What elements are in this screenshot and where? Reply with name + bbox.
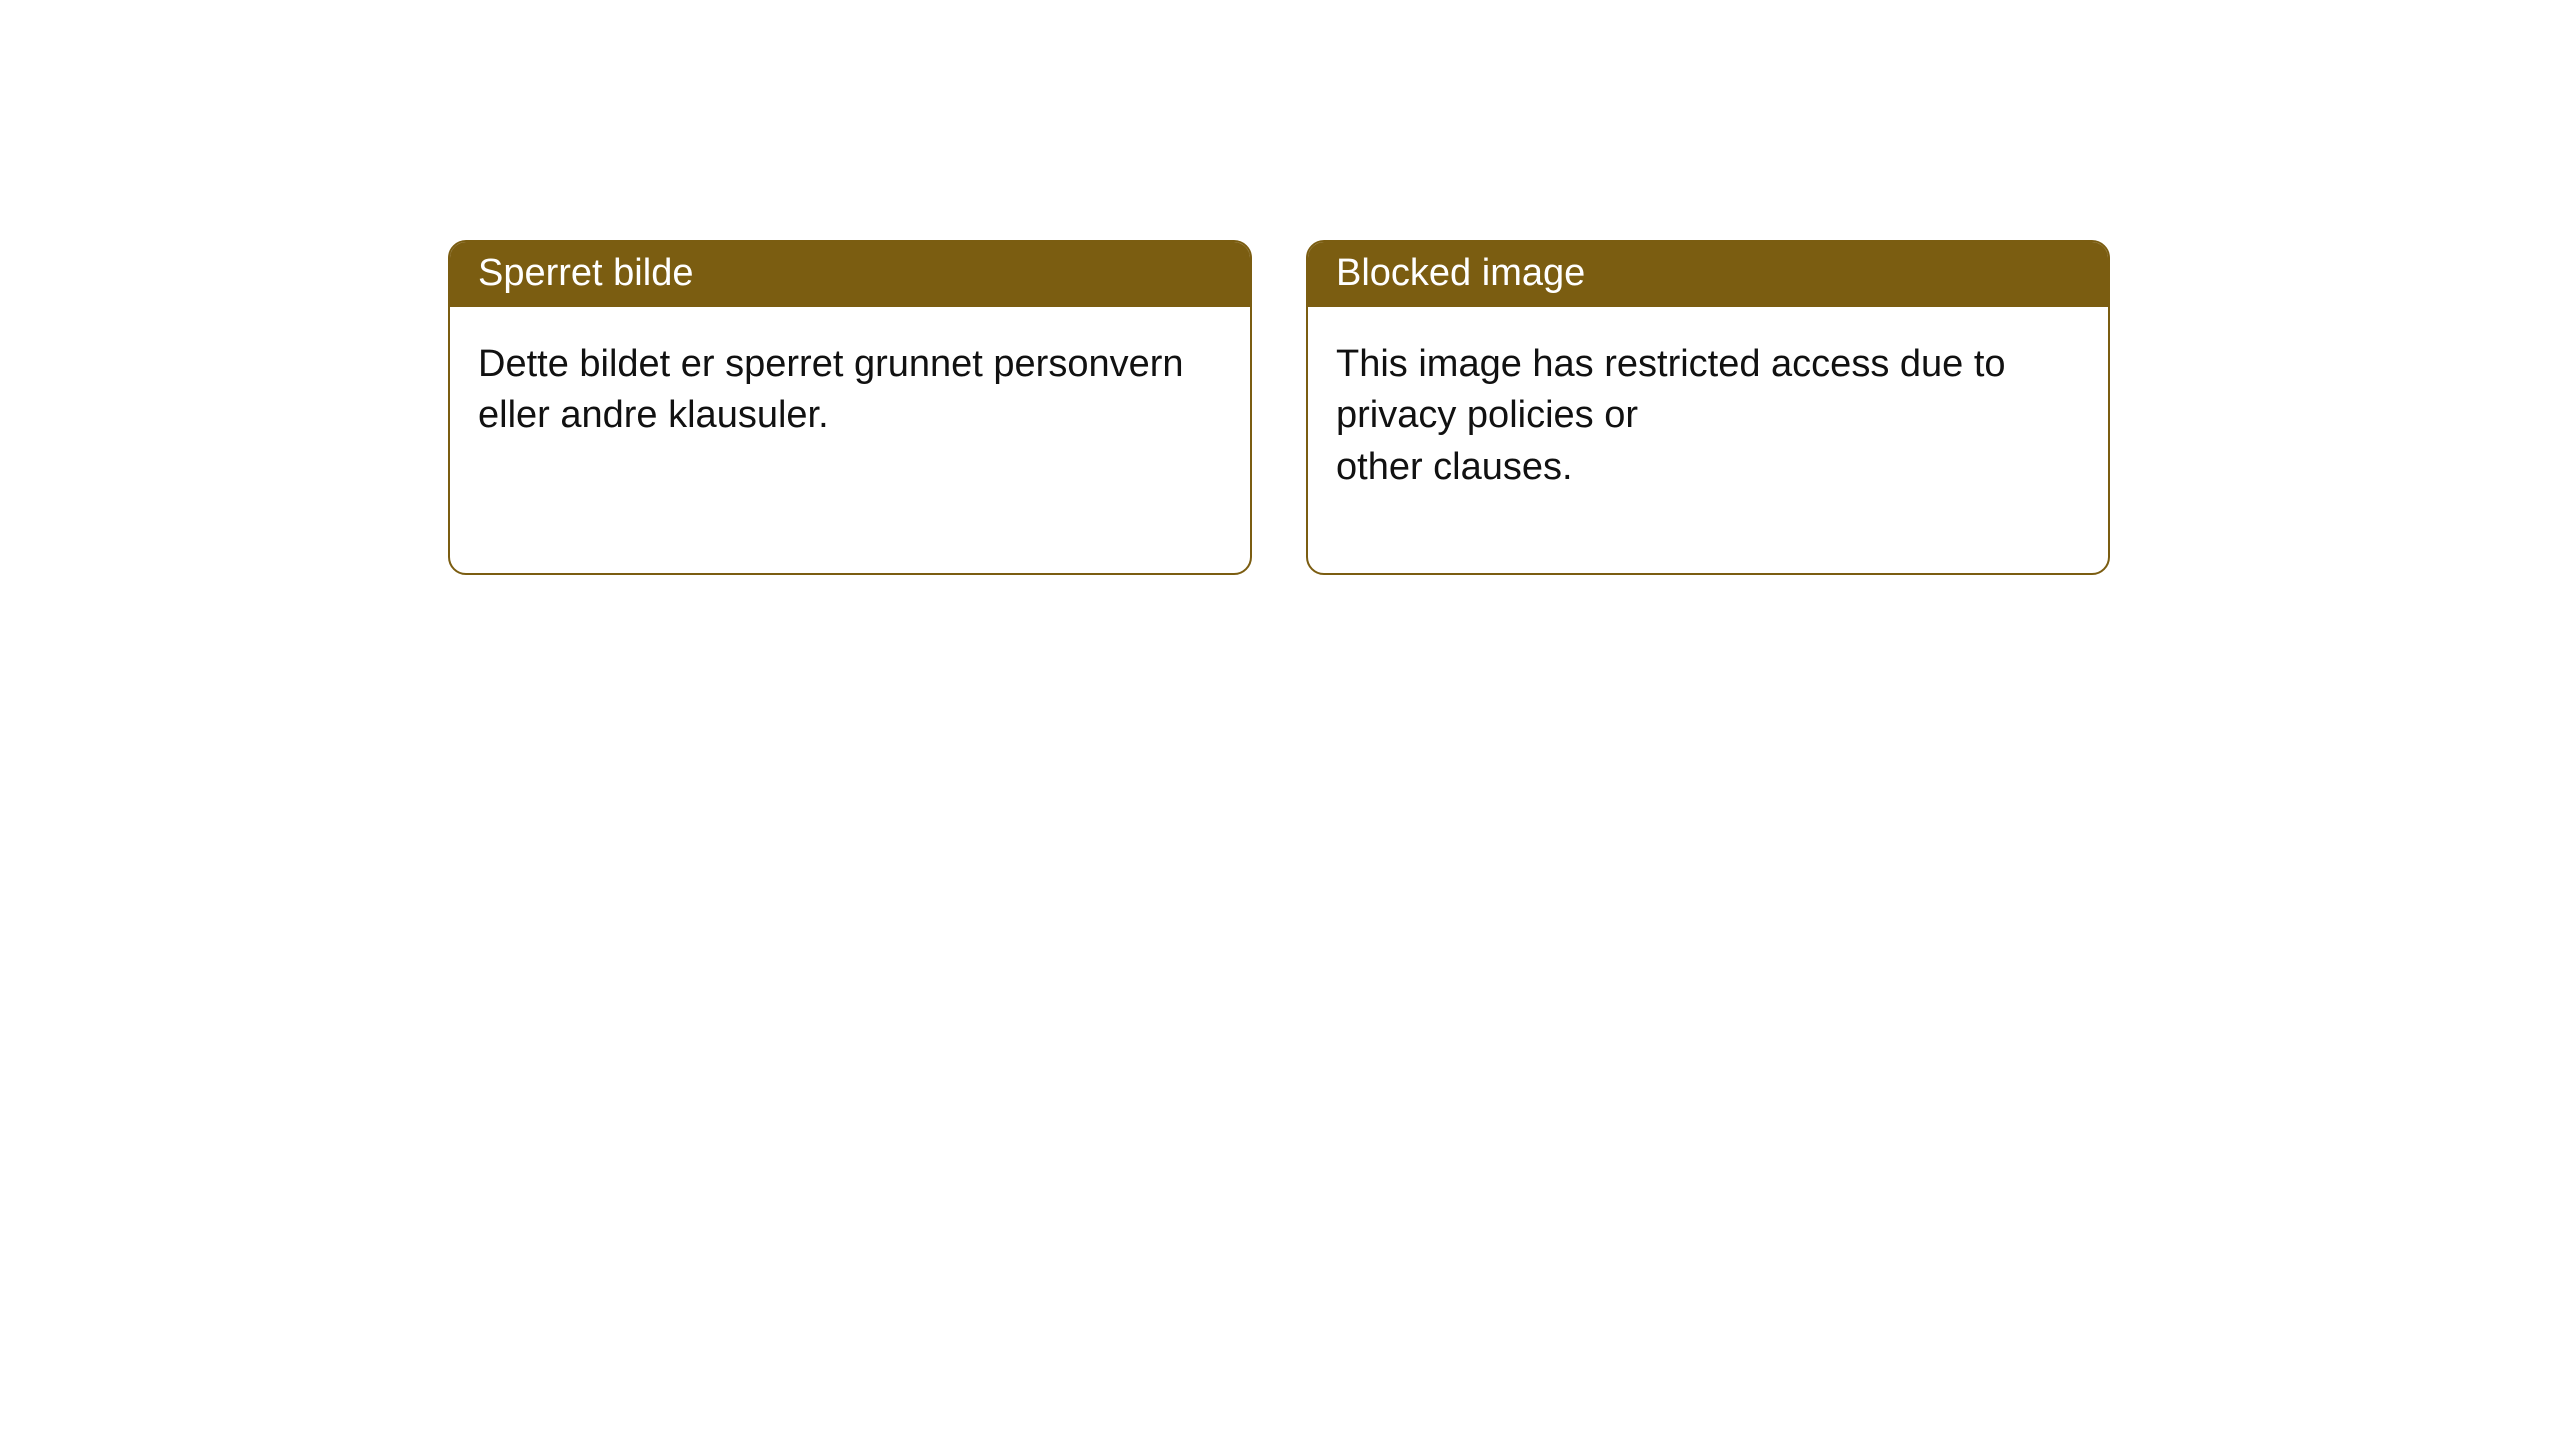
notice-title-en: Blocked image [1308,242,2108,307]
notice-card-no: Sperret bilde Dette bildet er sperret gr… [448,240,1252,575]
notice-body-en: This image has restricted access due to … [1308,307,2108,573]
notice-title-no: Sperret bilde [450,242,1250,307]
notice-card-en: Blocked image This image has restricted … [1306,240,2110,575]
notice-container: Sperret bilde Dette bildet er sperret gr… [0,0,2560,575]
notice-body-no: Dette bildet er sperret grunnet personve… [450,307,1250,522]
